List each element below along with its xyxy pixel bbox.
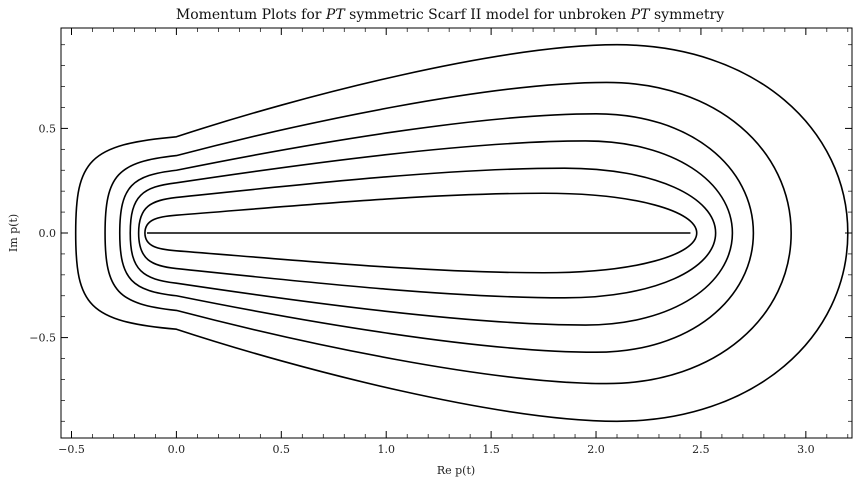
x-tick-label: 3.0 (797, 443, 815, 456)
x-tick-label: 2.5 (692, 443, 710, 456)
momentum-curve-1 (144, 192, 698, 274)
x-tick-label: 0.5 (273, 443, 291, 456)
x-tick-label: 2.0 (587, 443, 605, 456)
title-part-0: Momentum Plots for (176, 7, 326, 23)
x-tick-label: 0.0 (168, 443, 186, 456)
plot-frame (60, 27, 853, 439)
title-part-3: PT (630, 7, 651, 23)
ticks-group: −0.5 0.0 0.5 1.0 1.5 2.0 2.5 3.0 −0.5 0.0 0.5 (29, 28, 852, 456)
y-tick-label: 0.0 (39, 227, 57, 240)
x-tick-label: 1.0 (377, 443, 395, 456)
x-axis-label: Re p(t) (437, 464, 475, 477)
momentum-curve-4 (118, 112, 755, 354)
title-part-1: PT (325, 7, 346, 23)
title-part-2: symmetric Scarf II model for unbroken (345, 7, 631, 23)
momentum-curve-5 (104, 81, 792, 385)
y-axis-label: Im p(t) (7, 214, 20, 252)
momentum-curve-3 (129, 140, 734, 326)
y-tick-label: 0.5 (39, 122, 57, 135)
title-part-4: symmetry (650, 7, 725, 23)
curves-group (74, 43, 849, 423)
momentum-curve-2 (137, 167, 717, 299)
x-tick-label: −0.5 (58, 443, 85, 456)
chart-title: Momentum Plots for PT symmetric Scarf II… (176, 7, 724, 23)
x-tick-label: 1.5 (482, 443, 500, 456)
y-tick-label: −0.5 (29, 332, 56, 345)
